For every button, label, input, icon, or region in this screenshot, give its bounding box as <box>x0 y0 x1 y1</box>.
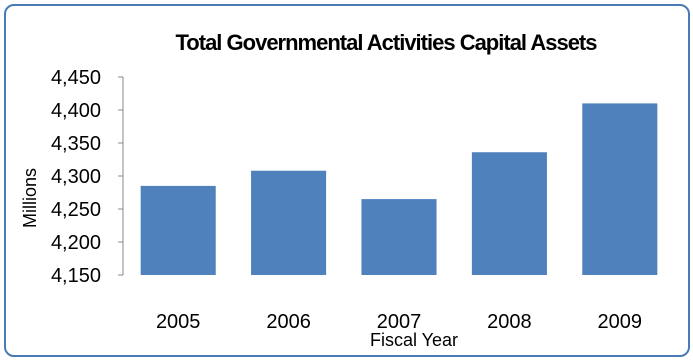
bar-2005 <box>140 185 216 275</box>
y-tick-label: 4,200 <box>51 232 101 254</box>
x-tick-label: 2007 <box>377 311 422 333</box>
y-tick-label: 4,400 <box>51 100 101 122</box>
y-tick-label: 4,350 <box>51 133 101 155</box>
x-tick-label: 2008 <box>487 311 532 333</box>
chart-title: Total Governmental Activities Capital As… <box>176 30 598 55</box>
y-tick-label: 4,450 <box>51 67 101 89</box>
bar-2007 <box>361 199 437 275</box>
x-tick-label: 2009 <box>598 311 643 333</box>
x-axis-label: Fiscal Year <box>370 330 458 350</box>
y-axis-ticks: 4,150 4,200 4,250 4,300 4,350 4,400 4,450 <box>51 67 123 287</box>
bars <box>140 103 658 276</box>
bar-2006 <box>251 170 327 275</box>
x-tick-label: 2006 <box>266 311 311 333</box>
chart-frame <box>4 4 690 357</box>
bar-2009 <box>582 103 658 276</box>
bar-2008 <box>471 152 547 275</box>
y-axis-label: Millions <box>20 168 40 228</box>
y-tick-label: 4,150 <box>51 265 101 287</box>
y-tick-label: 4,300 <box>51 166 101 188</box>
x-axis-ticks: 2005 2006 2007 2008 2009 <box>156 311 642 333</box>
y-tick-label: 4,250 <box>51 199 101 221</box>
x-tick-label: 2005 <box>156 311 201 333</box>
